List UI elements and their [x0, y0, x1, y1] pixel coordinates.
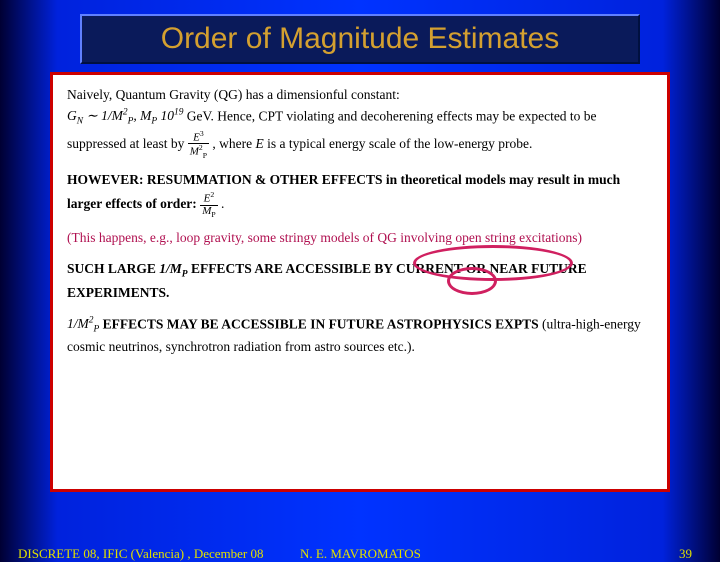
paragraph-1: Naively, Quantum Gravity (QG) has a dime…	[67, 85, 653, 160]
p2-b: .	[221, 196, 224, 211]
p1-math: GN ∼ 1/M2P, MP 1019	[67, 108, 187, 123]
footer-page-number: 39	[679, 546, 692, 562]
p2-fraction: E2 MP	[200, 191, 217, 219]
p1-d: , where	[212, 136, 255, 151]
p1-line-a: Naively, Quantum Gravity (QG) has a dime…	[67, 87, 400, 102]
slide-body: Naively, Quantum Gravity (QG) has a dime…	[50, 72, 670, 492]
p1-e: E	[256, 136, 264, 151]
paragraph-2: HOWEVER: RESUMMATION & OTHER EFFECTS in …	[67, 170, 653, 218]
p1-tail: GeV. Hence, CPT violating and decohereni…	[187, 108, 434, 123]
highlight-ellipse-2	[447, 267, 497, 295]
p1-fraction: E3 M2P	[188, 130, 209, 160]
slide-title-box: Order of Magnitude Estimates	[80, 14, 640, 64]
p4-a: SUCH LARGE	[67, 261, 159, 276]
p2-a: HOWEVER: RESUMMATION & OTHER EFFECTS in …	[67, 172, 620, 211]
p5-a: EFFECTS MAY BE ACCESSIBLE IN FUTURE ASTR…	[103, 316, 539, 331]
p5-math: 1/M2P	[67, 316, 99, 331]
paragraph-5: 1/M2P EFFECTS MAY BE ACCESSIBLE IN FUTUR…	[67, 314, 653, 359]
slide-title: Order of Magnitude Estimates	[161, 22, 560, 55]
footer-center: N. E. MAVROMATOS	[300, 546, 421, 562]
footer-left: DISCRETE 08, IFIC (Valencia) , December …	[18, 546, 264, 562]
p1-f: is a typical energy scale of the low-ene…	[267, 136, 532, 151]
p4-math: 1/MP	[159, 261, 187, 276]
paragraph-3: (This happens, e.g., loop gravity, some …	[67, 228, 653, 249]
